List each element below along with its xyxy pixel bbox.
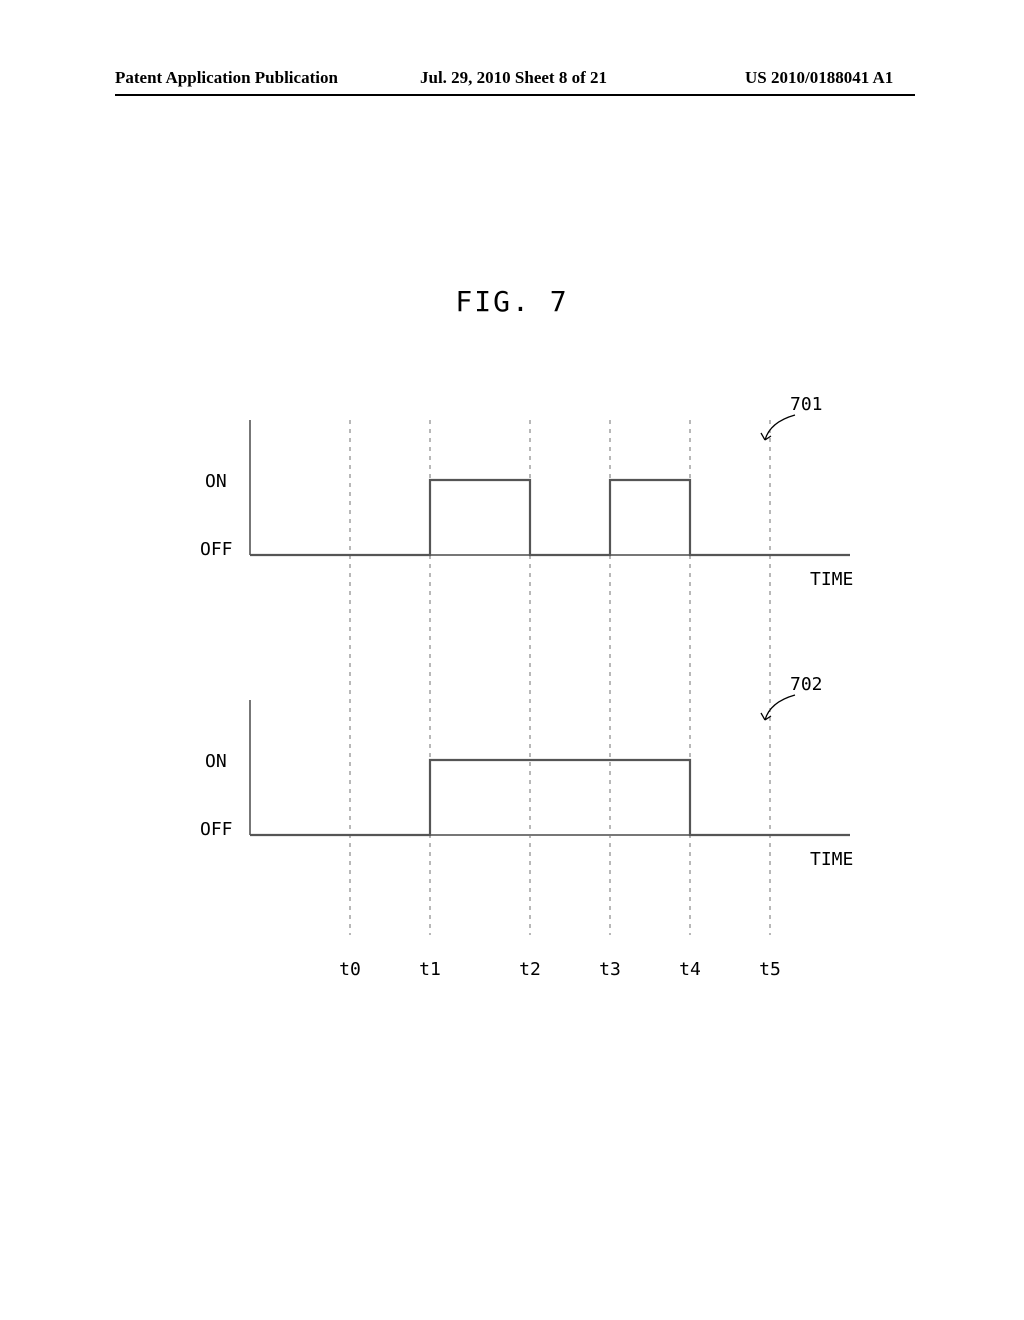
tick-label-t0: t0: [339, 959, 361, 980]
header-mid-text: Jul. 29, 2010 Sheet 8 of 21: [420, 68, 607, 88]
off-label-701: OFF: [200, 539, 233, 560]
tick-label-t1: t1: [419, 959, 441, 980]
timing-diagram: ON OFF TIME 701 ON OFF TIME 702 t0 t1 t2 t3 t4 t5: [190, 380, 870, 1020]
on-label-702: ON: [205, 751, 227, 772]
ref-label-701: 701: [790, 394, 823, 415]
on-label-701: ON: [205, 471, 227, 492]
figure-title: FIG. 7: [0, 285, 1024, 318]
header-left-text: Patent Application Publication: [115, 68, 338, 88]
diagram-svg: ON OFF TIME 701 ON OFF TIME 702 t0 t1 t2 t3 t4 t5: [190, 380, 870, 1020]
tick-label-t5: t5: [759, 959, 781, 980]
time-label-702: TIME: [810, 849, 853, 870]
tick-label-t2: t2: [519, 959, 541, 980]
waveform-701: [250, 480, 850, 555]
time-label-701: TIME: [810, 569, 853, 590]
off-label-702: OFF: [200, 819, 233, 840]
tick-label-t3: t3: [599, 959, 621, 980]
ref-label-702: 702: [790, 674, 823, 695]
header-right-text: US 2010/0188041 A1: [745, 68, 893, 88]
page-container: Patent Application Publication Jul. 29, …: [0, 0, 1024, 1320]
waveform-702: [250, 760, 850, 835]
header-rule: [115, 94, 915, 96]
tick-label-t4: t4: [679, 959, 701, 980]
